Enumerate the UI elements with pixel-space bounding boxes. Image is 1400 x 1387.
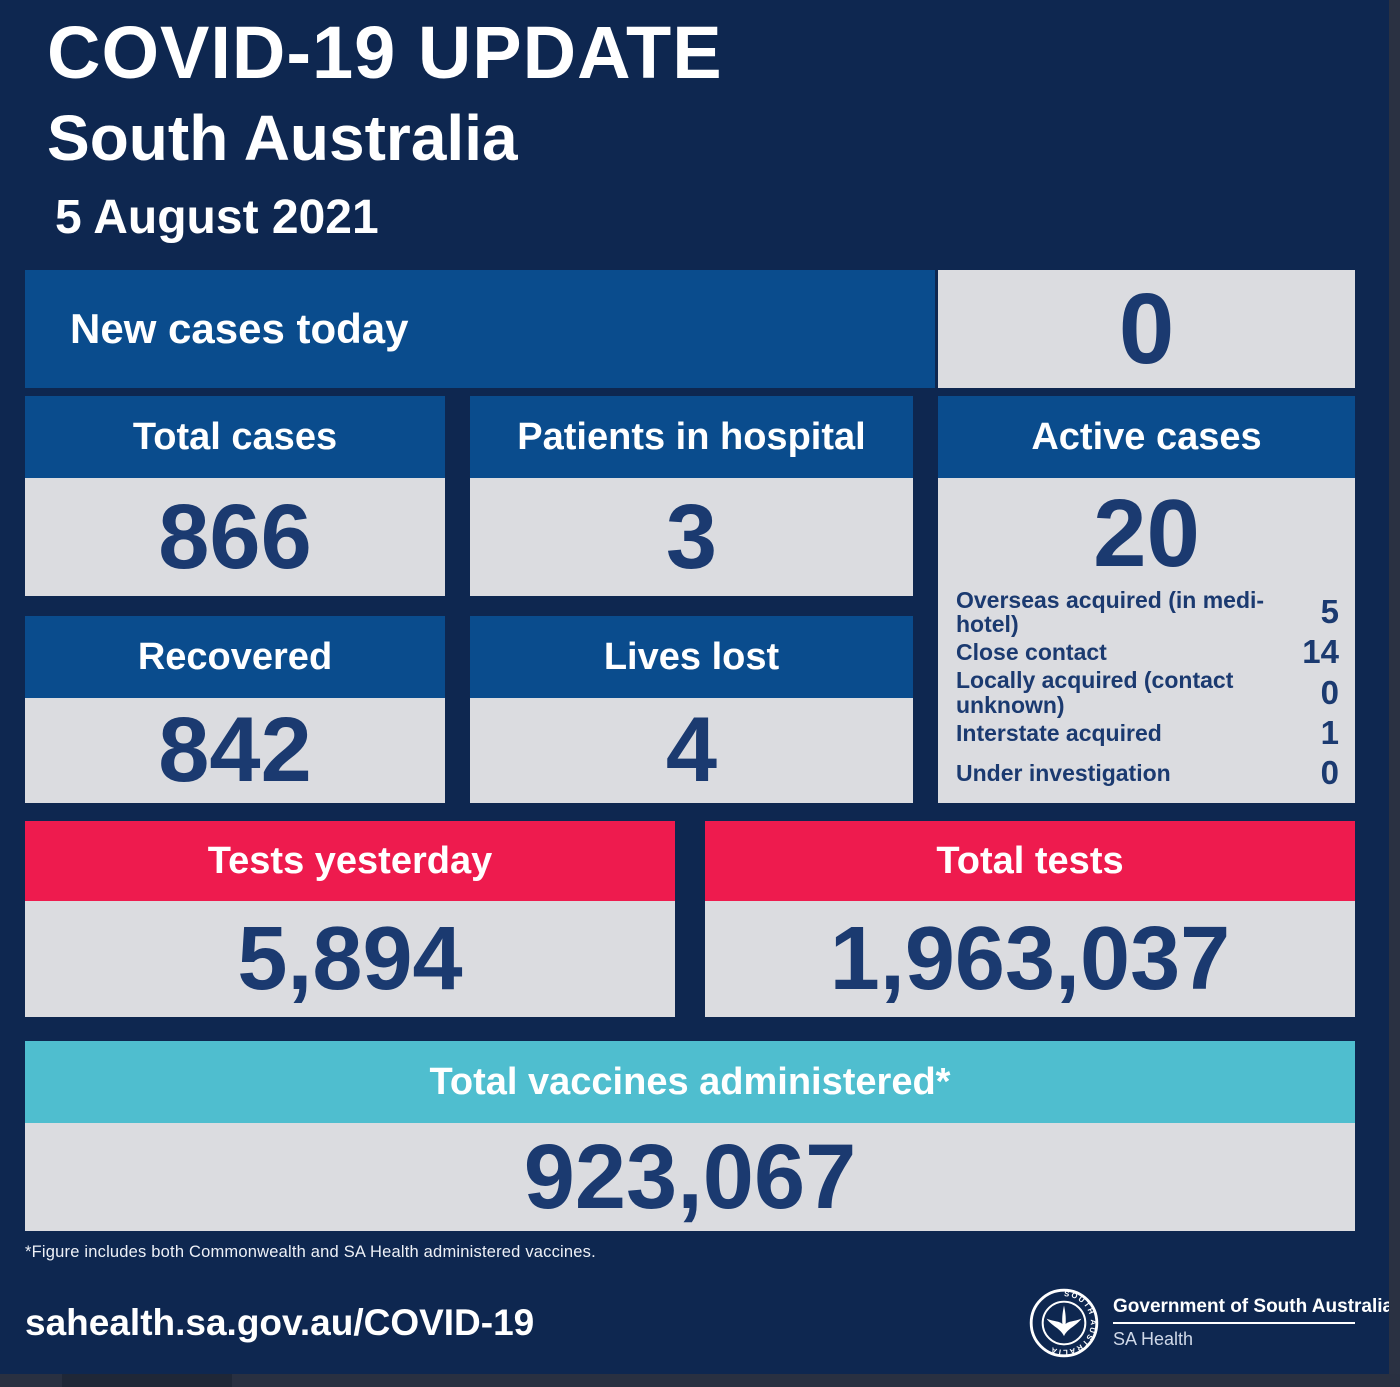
agency-name: SA Health: [1113, 1329, 1194, 1350]
total-cases-label: Total cases: [25, 396, 445, 478]
patients-in-hospital-label: Patients in hospital: [470, 396, 913, 478]
footer: sahealth.sa.gov.au/COVID-19 SOUTH AUSTRA…: [25, 1288, 1394, 1358]
tests-yesterday-card: Tests yesterday 5,894: [25, 821, 675, 1017]
active-cases-value: 20: [1093, 480, 1200, 587]
window-edge-bottom: [0, 1374, 1400, 1387]
vaccines-label: Total vaccines administered*: [25, 1041, 1355, 1123]
breakdown-label: Close contact: [956, 639, 1107, 666]
lives-lost-value: 4: [470, 698, 913, 803]
breakdown-label: Under investigation: [956, 759, 1171, 786]
infographic-content: COVID-19 UPDATE South Australia 5 August…: [25, 0, 1394, 1358]
piping-shrike-icon: [1046, 1305, 1082, 1337]
recovered-label: Recovered: [25, 616, 445, 698]
total-tests-value: 1,963,037: [705, 901, 1355, 1017]
south-australia-emblem-icon: SOUTH AUSTRALIA: [1029, 1288, 1099, 1358]
breakdown-value: 0: [1320, 673, 1339, 711]
government-divider: [1113, 1322, 1355, 1325]
tests-grid: Tests yesterday 5,894 Total tests 1,963,…: [25, 821, 1355, 1017]
breakdown-row-overseas: Overseas acquired (in medi-hotel) 5: [956, 588, 1339, 636]
active-cases-body: 20 Overseas acquired (in medi-hotel) 5 C…: [938, 478, 1355, 803]
breakdown-value: 14: [1302, 633, 1339, 671]
total-cases-value: 866: [25, 478, 445, 596]
new-cases-value: 0: [938, 270, 1355, 388]
window-edge-artifact: [62, 1374, 232, 1387]
window-edge-right: [1389, 0, 1400, 1387]
government-branding: SOUTH AUSTRALIA Government of South Aust…: [1029, 1288, 1394, 1358]
vaccines-value: 923,067: [25, 1123, 1355, 1231]
page-subtitle: South Australia: [47, 102, 518, 174]
active-cases-breakdown: Overseas acquired (in medi-hotel) 5 Clos…: [938, 588, 1355, 803]
total-cases-card: Total cases 866: [25, 396, 445, 596]
active-cases-card: Active cases 20 Overseas acquired (in me…: [938, 396, 1355, 803]
tests-yesterday-label: Tests yesterday: [25, 821, 675, 901]
breakdown-value: 0: [1320, 754, 1339, 791]
breakdown-row-interstate: Interstate acquired 1: [956, 713, 1339, 753]
breakdown-value: 1: [1320, 713, 1339, 751]
breakdown-label: Locally acquired (contact unknown): [956, 667, 1234, 718]
breakdown-row-locally-acquired: Locally acquired (contact unknown) 0: [956, 668, 1339, 716]
breakdown-label: Overseas acquired (in medi-hotel): [956, 586, 1265, 637]
government-name: Government of South Australia: [1113, 1295, 1394, 1317]
new-cases-banner: New cases today 0: [25, 270, 1355, 388]
stats-grid: Total cases 866 Patients in hospital 3 A…: [25, 396, 1355, 803]
vaccines-footnote: *Figure includes both Commonwealth and S…: [25, 1243, 596, 1261]
lives-lost-label: Lives lost: [470, 616, 913, 698]
page-title: COVID-19 UPDATE: [47, 11, 723, 94]
recovered-card: Recovered 842: [25, 616, 445, 803]
tests-yesterday-value: 5,894: [25, 901, 675, 1017]
new-cases-label: New cases today: [25, 270, 935, 388]
total-tests-label: Total tests: [705, 821, 1355, 901]
total-tests-card: Total tests 1,963,037: [705, 821, 1355, 1017]
active-cases-label: Active cases: [938, 396, 1355, 478]
breakdown-row-under-investigation: Under investigation 0: [956, 753, 1339, 793]
recovered-value: 842: [25, 698, 445, 803]
header: COVID-19 UPDATE South Australia 5 August…: [25, 0, 1355, 242]
government-text-block: Government of South Australia SA Health: [1113, 1295, 1394, 1351]
patients-in-hospital-card: Patients in hospital 3: [470, 396, 913, 596]
breakdown-label: Interstate acquired: [956, 719, 1162, 746]
breakdown-row-close-contact: Close contact 14: [956, 632, 1339, 672]
vaccines-card: Total vaccines administered* 923,067: [25, 1041, 1355, 1231]
lives-lost-card: Lives lost 4: [470, 616, 913, 803]
breakdown-value: 5: [1320, 593, 1339, 630]
report-date: 5 August 2021: [55, 191, 379, 244]
patients-in-hospital-value: 3: [470, 478, 913, 596]
sa-health-url: sahealth.sa.gov.au/COVID-19: [25, 1302, 535, 1343]
